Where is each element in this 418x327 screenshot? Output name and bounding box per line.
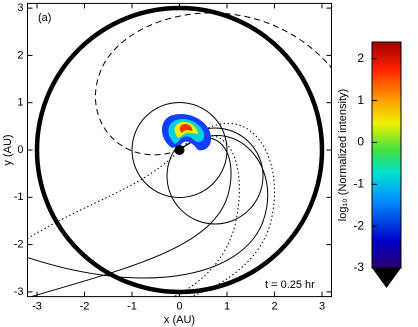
y-tick-label: -1 [14,191,24,203]
x-tick-label: 1 [224,301,230,313]
colorbar [371,41,402,269]
y-tick-label: -3 [14,286,24,298]
y-tick-label: 3 [17,2,23,14]
orbit-circle [166,127,264,225]
y-tick-label: 0 [17,144,23,156]
colorbar-tick-label: -3 [353,260,364,274]
dashed-spiral [95,12,332,156]
sun [174,145,185,155]
colorbar-extension [372,268,401,288]
x-tick-label: 2 [271,301,277,313]
colorbar-tick-label: -1 [353,176,364,190]
intensity-blob [161,113,212,151]
colorbar-label: log₁₀ (Normalized intensity) [337,89,349,221]
dotted-spiral [27,149,181,240]
x-tick-label: -2 [80,301,90,313]
colorbar-tick-label: 1 [357,93,364,107]
orbit-circle [131,102,228,198]
x-tick-label: 3 [319,301,325,313]
y-axis-label: y (AU) [2,134,14,165]
y-tick-label: 1 [17,97,23,109]
solid-spiral [27,135,269,279]
y-tick-label: -2 [14,238,24,250]
time-label: t = 0.25 hr [265,279,315,291]
plot-drawing [27,5,332,297]
panel-label: (a) [38,12,51,24]
x-tick-label: -3 [32,301,42,313]
y-tick-label: 2 [17,49,23,61]
x-axis-label: x (AU) [164,314,195,326]
x-tick-label: -1 [127,301,137,313]
x-tick-label: 0 [176,301,182,313]
colorbar-tick-label: 0 [357,135,364,149]
solid-spiral [29,137,232,297]
colorbar-tick-label: -2 [353,218,364,232]
colorbar-tick-label: 2 [357,51,364,65]
